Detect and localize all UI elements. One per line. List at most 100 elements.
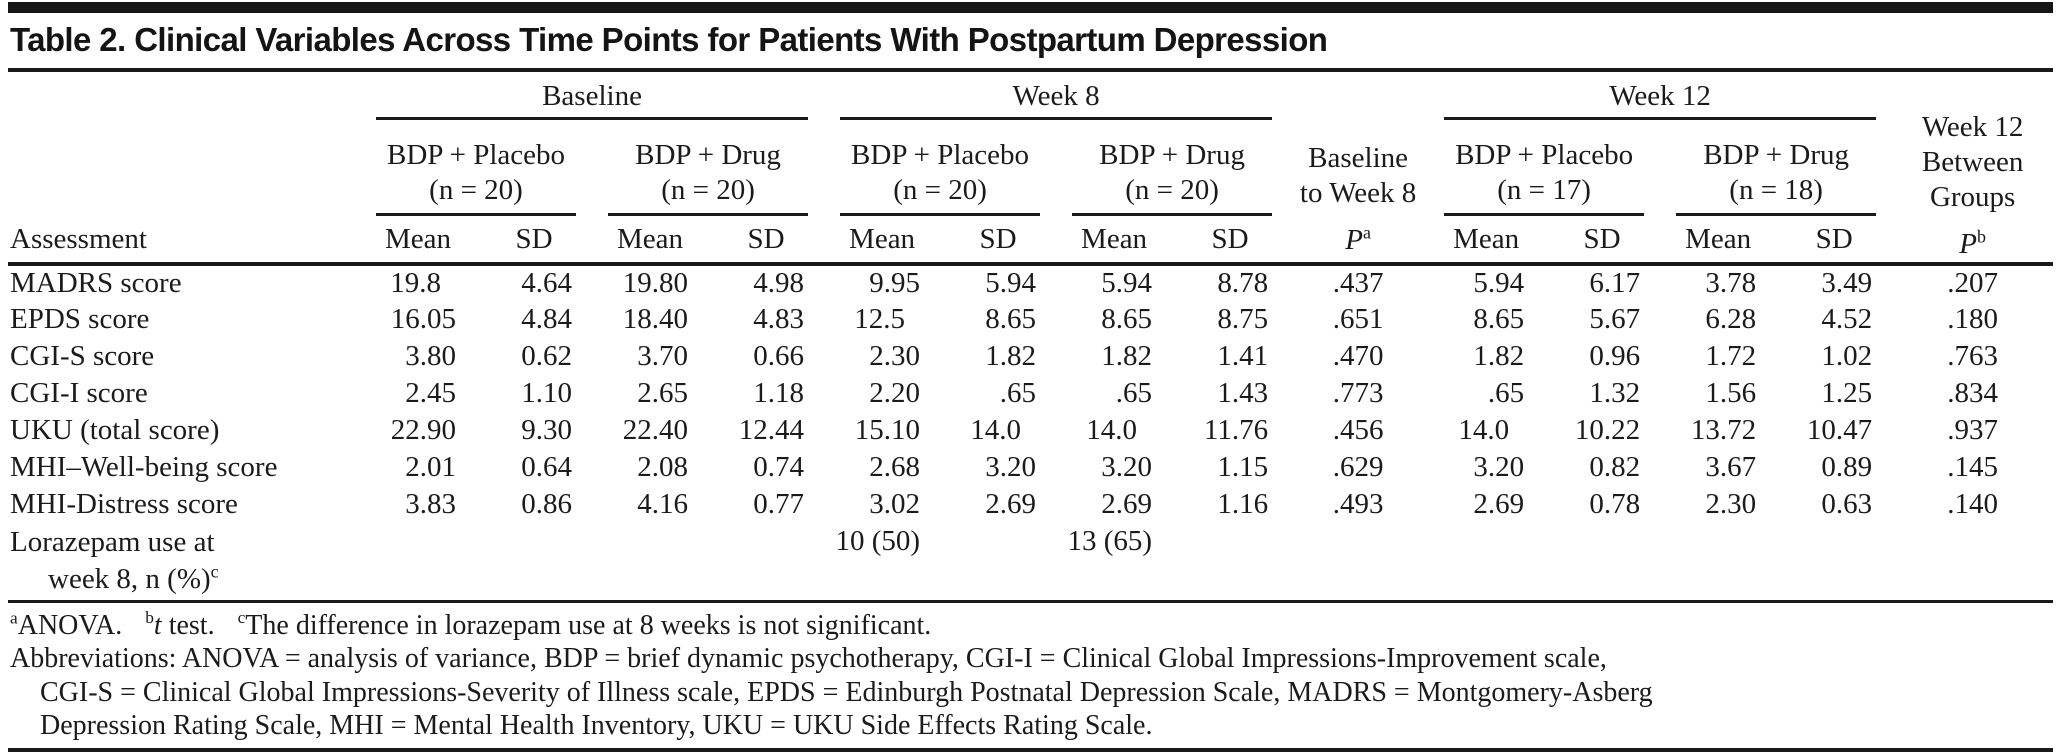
top-bar [8,2,2053,13]
cell-value: .834 [1947,376,1999,409]
cell-value: 9.95 [869,266,921,299]
cell-value: 8.65 [985,302,1037,335]
row-label: EPDS score [10,302,150,335]
cell-value: 5.94 [1101,266,1153,299]
cell-value: 4.84 [521,302,572,335]
cell-value: 0.64 [521,450,572,483]
cell-value: .145 [1947,450,1999,483]
cell-value: 19.8 [390,266,441,299]
cell-value: 8.78 [1217,266,1269,299]
cell-value: 2.20 [869,376,921,409]
cell-value: 3.20 [1473,450,1525,483]
cell-value: 10.22 [1574,413,1641,446]
table-row: CGI-S score 3.80 0.62 3.70 0.66 2.30 1.82 1.82 1… [8,338,2053,375]
corner-cell [8,72,360,216]
cell-value: 3.20 [985,450,1037,483]
row-label: MHI-Distress score [10,487,238,520]
cell-value: 12.5 [854,302,906,335]
cell-value: 19.80 [622,266,688,299]
footnote-abbreviations-line2: CGI-S = Clinical Global Impressions-Seve… [40,676,1653,708]
subgroup-week12-placebo: BDP + Placebo (n = 17) [1428,120,1660,216]
group-header-week8: Week 8 [824,72,1288,120]
group-header-week12: Week 12 [1428,72,1892,120]
cell-value: 8.75 [1217,302,1269,335]
cell-value: 0.66 [753,339,805,372]
cell-value: 1.41 [1217,339,1269,372]
cell-value: 2.65 [637,376,688,409]
cell-value [1544,523,1660,601]
cell-value: 6.28 [1705,302,1757,335]
cell-value: 13.72 [1690,413,1757,446]
cell-value: 3.80 [405,339,456,372]
cell-value: 18.40 [622,302,688,335]
cell-value: .493 [1332,487,1384,520]
cell-value: 16.05 [390,302,456,335]
cell-value [476,523,592,601]
cell-value: 3.83 [405,487,456,520]
p-symbol-b: Pb [1959,226,1986,260]
footnote-abbreviations-line3: Depression Rating Scale, MHI = Mental He… [40,710,1153,741]
cell-value: 2.69 [985,487,1037,520]
table-row: UKU (total score) 22.90 9.30 22.40 12.44 15.1… [8,412,2053,449]
row-label: CGI-S score [10,339,155,372]
cell-value: 2.69 [1473,487,1525,520]
mean-header: Mean [360,216,476,266]
cell-value: 10 (50) [835,525,921,557]
cell-value: 1.16 [1217,487,1269,520]
cell-value: 13 (65) [1067,525,1153,557]
sd-header: SD [476,216,592,266]
cell-value: .65 [1115,376,1153,409]
cell-value: 3.67 [1705,450,1757,483]
cell-value: 4.52 [1821,302,1873,335]
p-symbol-a: Pa [1345,222,1371,256]
cell-value: .65 [1487,376,1525,409]
sd-header: SD [940,216,1057,266]
cell-value: 3.78 [1705,266,1757,299]
cell-value: 3.02 [869,487,921,520]
title-rule [8,68,2053,72]
footnote-a-marker: a [10,608,18,628]
cell-value: .651 [1332,302,1384,335]
table-row: MHI–Well-being score 2.01 0.64 2.08 0.74 2.68… [8,449,2053,486]
cell-value: 4.64 [521,266,572,299]
cell-value: 4.83 [753,302,805,335]
cell-value: 14.0 [1458,413,1510,446]
cell-value [708,523,824,601]
cell-value [1892,523,2053,601]
cell-value: 2.69 [1101,487,1153,520]
cell-value: 0.74 [753,450,805,483]
header-row-subgroups: BDP + Placebo (n = 20) BDP + Drug (n = 2… [8,120,2053,266]
mean-header: Mean [1056,216,1173,266]
cell-value: 3.70 [637,339,688,372]
cell-value [1776,523,1892,601]
cell-value: .456 [1332,413,1384,446]
cell-value [1428,523,1544,601]
p-col-week12-between-groups: Week 12 Between Groups Pb [1892,72,2054,266]
cell-value: 2.45 [405,376,456,409]
header-row-stats: Assessment Mean SD Mean SD Mean SD Mean … [8,216,2053,266]
cell-value: .763 [1947,339,1999,372]
table-row: MADRS score 19.8 4.64 19.80 4.98 9.95 5.94 5.94… [8,264,2053,301]
group-label-baseline: Baseline [376,80,809,120]
cell-value: 3.20 [1101,450,1153,483]
cell-value: 0.82 [1589,450,1641,483]
header-row-groups: Baseline Week 8 Week 12 Week 12 Between … [8,72,2054,266]
subgroup-week8-placebo: BDP + Placebo (n = 20) [824,120,1056,216]
cell-value: 9.30 [521,413,572,446]
cell-value: 0.62 [521,339,572,372]
cell-value: 4.98 [753,266,805,299]
cell-value: 0.77 [753,487,805,520]
table-row: CGI-I score 2.45 1.10 2.65 1.18 2.20 .65 .65 1.4… [8,375,2053,412]
cell-value: 8.65 [1101,302,1153,335]
cell-value: 0.86 [521,487,572,520]
cell-value: .773 [1332,376,1384,409]
footnote-abbreviations-line1: Abbreviations: ANOVA = analysis of varia… [10,643,1607,674]
cell-value: 1.32 [1589,376,1641,409]
cell-value: 2.01 [405,450,456,483]
row-label: Lorazepam use at week 8, n (%)c [10,526,219,596]
subgroup-week12-drug: BDP + Drug (n = 18) [1660,120,1892,216]
cell-value: 1.02 [1821,339,1873,372]
cell-value: 4.16 [637,487,688,520]
cell-value [1660,523,1776,601]
